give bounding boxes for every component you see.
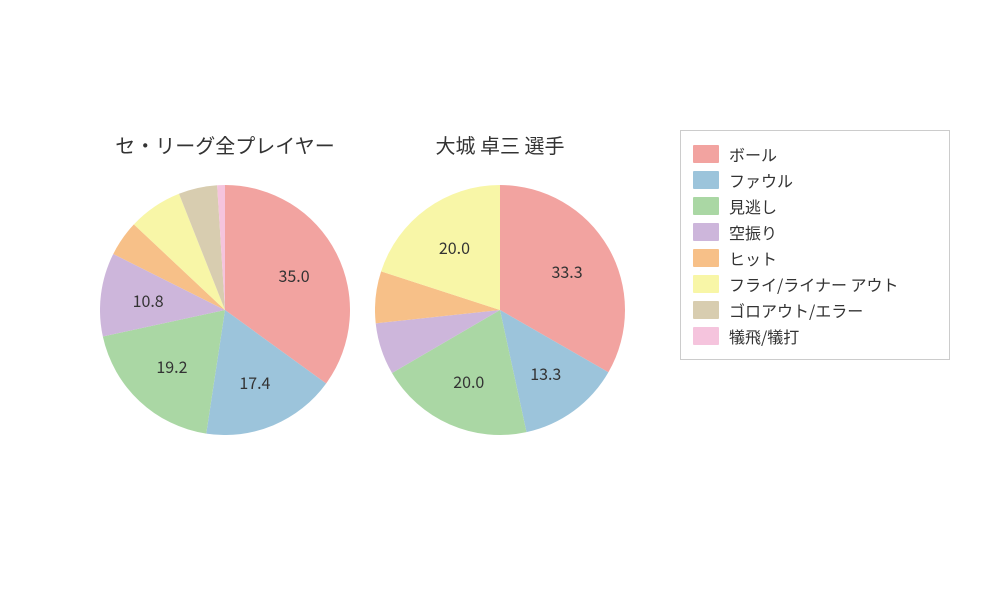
- legend-swatch-foul: [693, 171, 719, 189]
- legend-swatch-swing: [693, 223, 719, 241]
- chart-stage: セ・リーグ全プレイヤー 35.017.419.210.8 大城 卓三 選手 33.31…: [0, 0, 1000, 600]
- legend-swatch-groundout: [693, 301, 719, 319]
- legend-item-hit: ヒット: [693, 245, 935, 271]
- legend-label-sac: 犠飛/犠打: [729, 324, 799, 348]
- legend-item-swing: 空振り: [693, 219, 935, 245]
- legend-label-foul: ファウル: [729, 168, 793, 192]
- legend-item-flyout: フライ/ライナー アウト: [693, 271, 935, 297]
- legend-label-swing: 空振り: [729, 220, 777, 244]
- legend-swatch-sac: [693, 327, 719, 345]
- pie-chart-league: 35.017.419.210.8: [100, 185, 350, 435]
- chart-title-player: 大城 卓三 選手: [436, 130, 565, 159]
- legend-swatch-hit: [693, 249, 719, 267]
- legend-item-foul: ファウル: [693, 167, 935, 193]
- legend: ボールファウル見逃し空振りヒットフライ/ライナー アウトゴロアウト/エラー犠飛/…: [680, 130, 950, 360]
- legend-item-look: 見逃し: [693, 193, 935, 219]
- legend-item-ball: ボール: [693, 141, 935, 167]
- chart-title-league: セ・リーグ全プレイヤー: [115, 130, 334, 159]
- legend-swatch-look: [693, 197, 719, 215]
- legend-swatch-flyout: [693, 275, 719, 293]
- legend-label-hit: ヒット: [729, 246, 777, 270]
- pie-chart-player: 33.313.320.020.0: [375, 185, 625, 435]
- legend-swatch-ball: [693, 145, 719, 163]
- legend-label-groundout: ゴロアウト/エラー: [729, 298, 863, 322]
- legend-item-sac: 犠飛/犠打: [693, 323, 935, 349]
- legend-label-ball: ボール: [729, 142, 777, 166]
- legend-item-groundout: ゴロアウト/エラー: [693, 297, 935, 323]
- legend-label-flyout: フライ/ライナー アウト: [729, 272, 899, 296]
- legend-label-look: 見逃し: [729, 194, 777, 218]
